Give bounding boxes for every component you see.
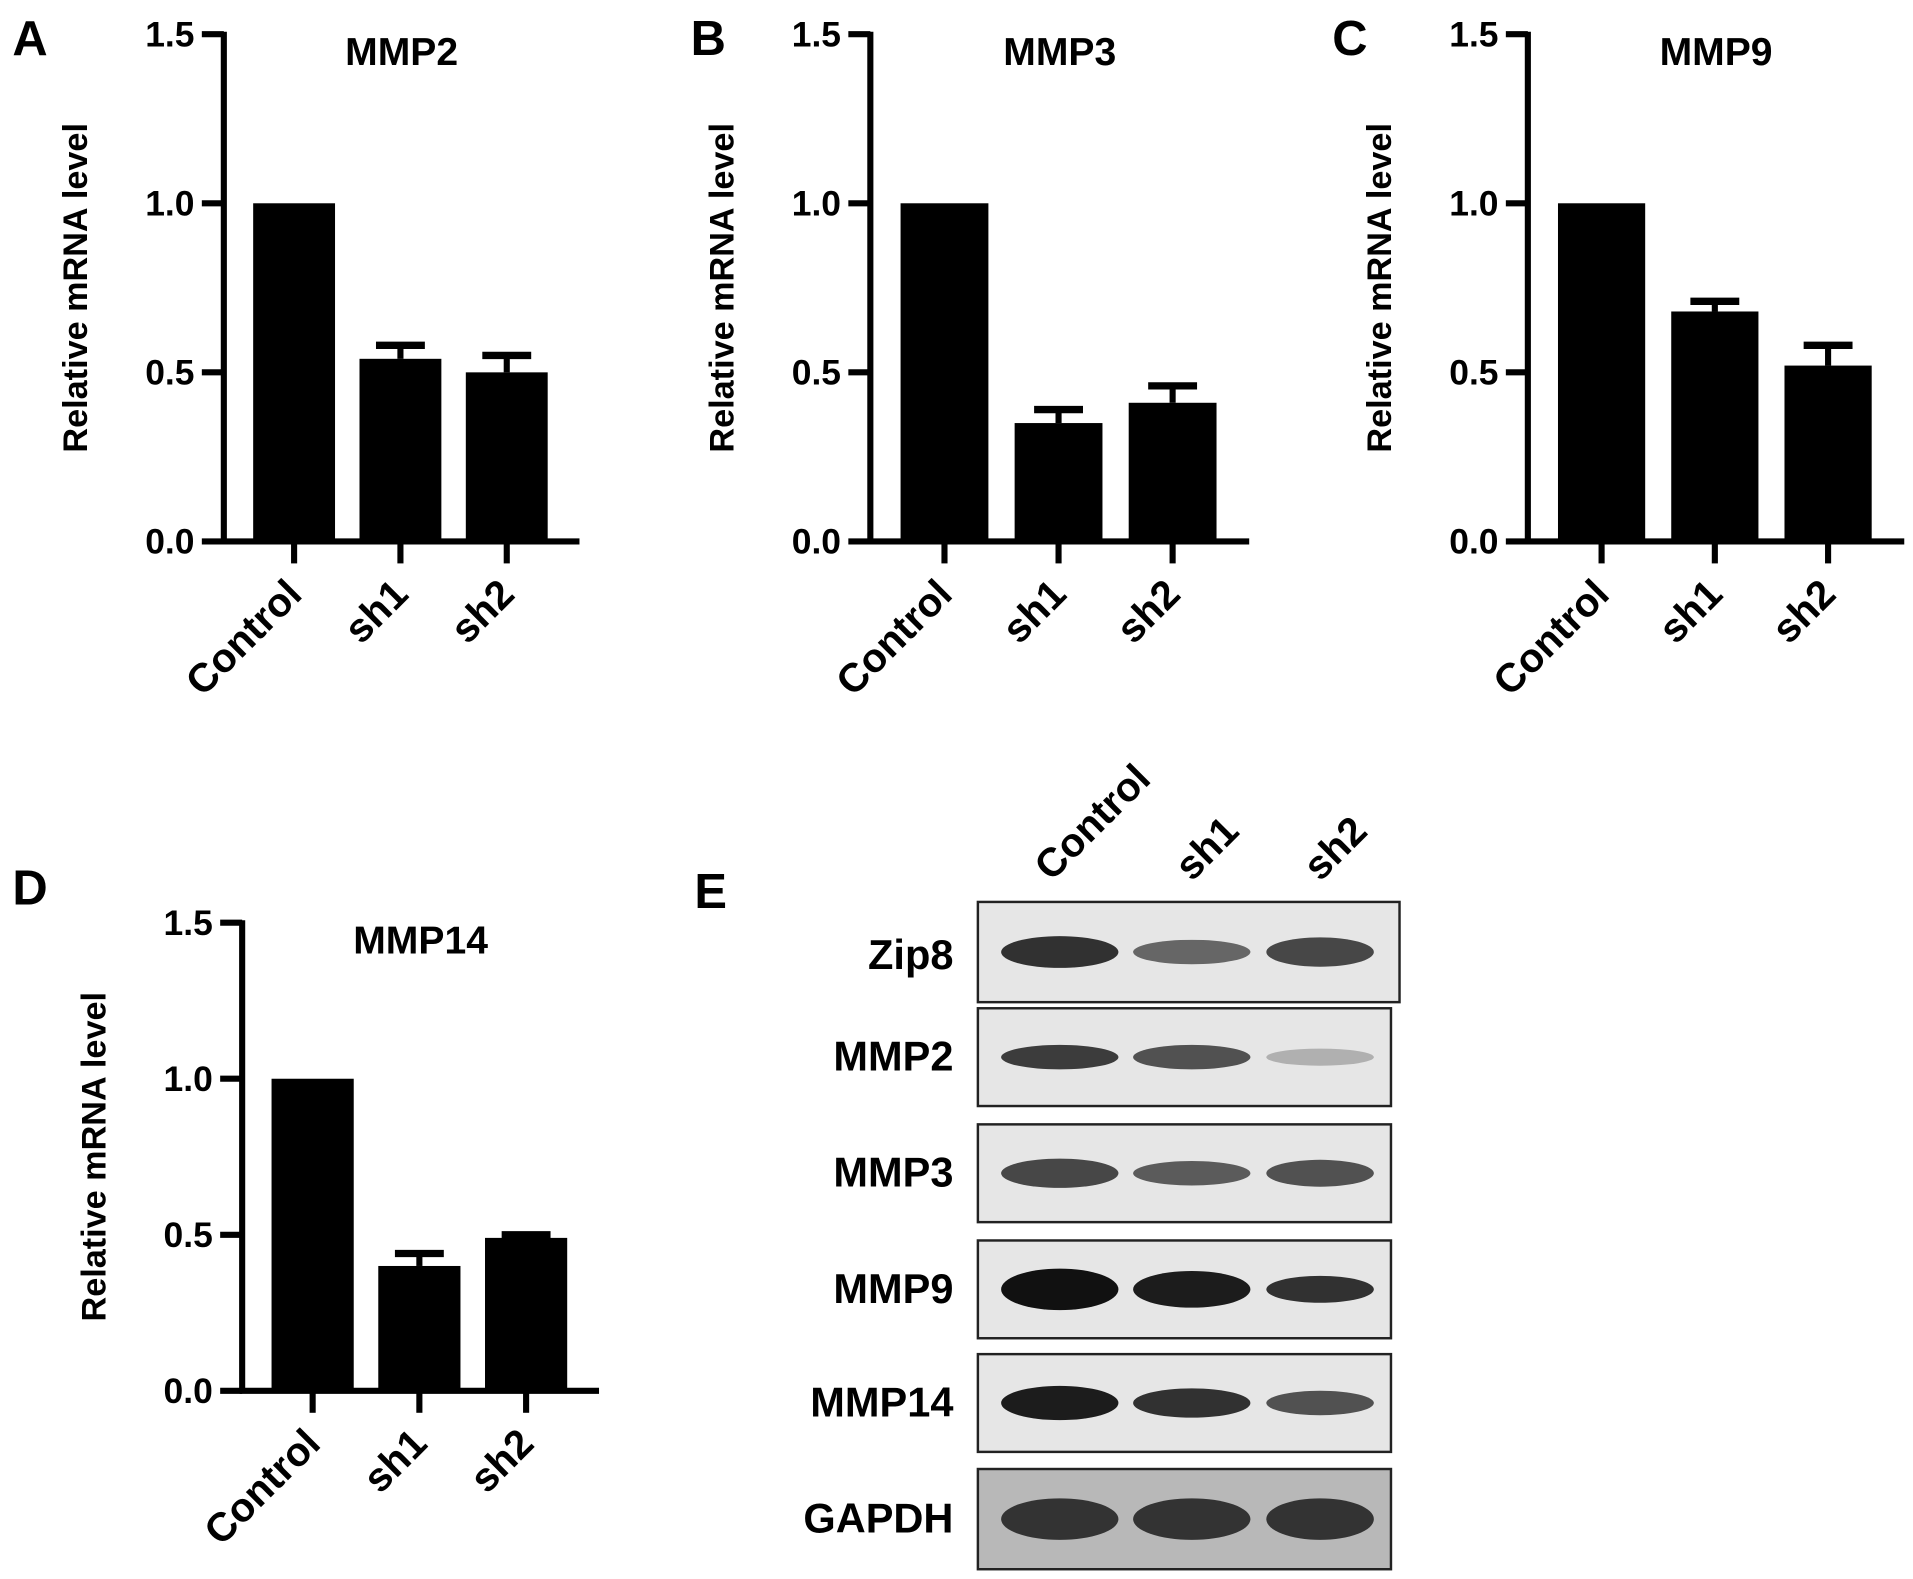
y-axis-label: Relative mRNA level [703, 123, 741, 453]
x-tick-label: Control [176, 570, 310, 704]
protein-band [1133, 1044, 1251, 1070]
bar-control [271, 1078, 354, 1391]
y-tick-label: 0.0 [145, 522, 194, 562]
x-tick-label: sh2 [1107, 570, 1189, 652]
bar-control [900, 203, 989, 542]
chart-panel-D: D MMP14 Relative mRNA level 0.0 0.5 1.0 1.5 Con… [12, 861, 600, 1554]
bar-sh2 [1128, 402, 1217, 542]
bar-sh1 [1014, 423, 1103, 542]
y-axis-label: Relative mRNA level [57, 123, 95, 453]
protein-band [1001, 1268, 1119, 1311]
bar-sh1 [1671, 311, 1759, 542]
blot-row-mmp9: MMP9 [833, 1239, 1393, 1340]
protein-band [1266, 1390, 1374, 1416]
x-tick-label: sh1 [335, 570, 417, 652]
protein-band [1266, 1048, 1374, 1066]
y-tick-label: 1.5 [145, 14, 194, 54]
panel-letter: D [12, 861, 47, 915]
x-tick-label: sh2 [441, 570, 523, 652]
y-tick-label: 1.0 [145, 184, 194, 224]
protein-band [1001, 936, 1119, 968]
panel-letter: B [691, 12, 726, 66]
chart-title: MMP14 [353, 919, 488, 962]
protein-band [1266, 1275, 1374, 1303]
bar-sh2 [485, 1237, 568, 1391]
blot-row-gapdh: GAPDH [803, 1467, 1393, 1571]
chart-title: MMP3 [1003, 31, 1116, 74]
blot-row-zip8: Zip8 [868, 900, 1401, 1004]
protein-band [1266, 937, 1374, 967]
y-tick-label: 1.5 [1449, 14, 1498, 54]
protein-band [1133, 1498, 1251, 1540]
y-tick-label: 1.5 [164, 903, 213, 943]
y-tick-label: 1.0 [1449, 184, 1498, 224]
protein-band [1001, 1158, 1119, 1188]
bar-sh1 [378, 1265, 461, 1391]
chart-title: MMP9 [1660, 31, 1773, 74]
panel-letter: A [12, 12, 47, 66]
chart-panel-A: A MMP2 Relative mRNA level 0.0 0.5 1.0 1.5 Cont… [12, 12, 580, 704]
y-axis-label: Relative mRNA level [1361, 123, 1399, 453]
y-tick-label: 0.5 [792, 353, 841, 393]
blot-row-label: MMP9 [833, 1265, 953, 1312]
blot-row-mmp3: MMP3 [833, 1123, 1393, 1224]
protein-band [1001, 1498, 1119, 1540]
x-tick-label: sh1 [993, 570, 1075, 652]
x-tick-label: sh1 [1649, 570, 1731, 652]
y-tick-label: 0.5 [164, 1215, 213, 1255]
protein-band [1266, 1498, 1374, 1540]
y-tick-label: 1.0 [164, 1059, 213, 1099]
x-tick-label: Control [195, 1420, 329, 1554]
blot-row-label: MMP14 [810, 1378, 953, 1425]
protein-band [1133, 1271, 1251, 1308]
y-tick-label: 1.5 [792, 14, 841, 54]
y-tick-label: 0.0 [164, 1371, 213, 1411]
bar-sh2 [465, 372, 548, 542]
protein-band [1001, 1044, 1119, 1070]
x-tick-label: Control [827, 570, 961, 704]
y-axis-label: Relative mRNA level [75, 992, 113, 1322]
x-tick-label: Control [1484, 570, 1618, 704]
lane-label: sh1 [1166, 807, 1248, 889]
protein-band [1001, 1385, 1119, 1421]
panel-letter: E [694, 865, 727, 919]
protein-band [1266, 1159, 1374, 1187]
bar-sh1 [359, 358, 442, 542]
blot-row-label: MMP3 [833, 1149, 953, 1196]
y-tick-label: 1.0 [792, 184, 841, 224]
blot-row-mmp14: MMP14 [810, 1352, 1393, 1454]
x-tick-label: sh1 [354, 1420, 436, 1502]
chart-panel-C: C MMP9 Relative mRNA level 0.0 0.5 1.0 1.5 Cont… [1332, 12, 1905, 704]
chart-title: MMP2 [345, 31, 458, 74]
x-tick-label: sh2 [1763, 570, 1845, 652]
bar-control [1557, 203, 1646, 542]
blot-row-label: Zip8 [868, 931, 953, 978]
y-tick-label: 0.5 [1449, 353, 1498, 393]
y-tick-label: 0.0 [792, 522, 841, 562]
protein-band [1133, 1388, 1251, 1418]
lane-label: Control [1025, 755, 1159, 889]
bar-control [253, 203, 336, 542]
panel-letter: C [1332, 12, 1367, 66]
bar-sh2 [1784, 365, 1872, 542]
chart-panel-B: B MMP3 Relative mRNA level 0.0 0.5 1.0 1.5 Cont… [691, 12, 1250, 704]
blot-row-label: MMP2 [833, 1033, 953, 1080]
lane-label: sh2 [1294, 807, 1376, 889]
x-tick-label: sh2 [461, 1420, 543, 1502]
western-blot-panel: E Control sh1 sh2 Zip8 MMP2 MMP3 MMP9 MMP14 GAPDH [694, 755, 1401, 1571]
blot-row-label: GAPDH [803, 1495, 953, 1542]
protein-band [1133, 939, 1251, 965]
y-tick-label: 0.0 [1449, 522, 1498, 562]
y-tick-label: 0.5 [145, 353, 194, 393]
protein-band [1133, 1161, 1251, 1186]
blot-row-mmp2: MMP2 [833, 1007, 1393, 1108]
